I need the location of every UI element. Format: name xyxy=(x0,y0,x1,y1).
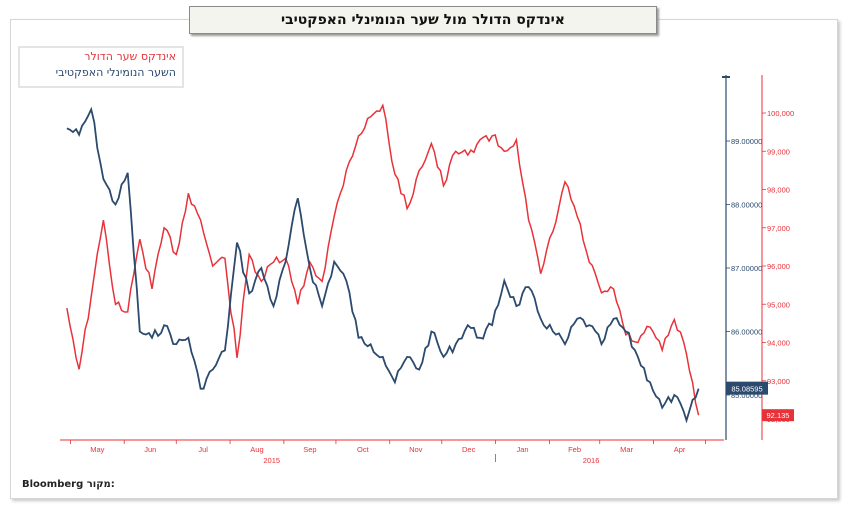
source-name: Bloomberg xyxy=(22,479,84,490)
chart-title-box: אינדקס הדולר מול שער הנומינלי האפקטיבי xyxy=(189,6,657,34)
legend-entry-dollar-index: אינדקס שער הדולר xyxy=(84,50,176,63)
y-left-tick-label: 86.00000 xyxy=(731,328,762,337)
y-right-tick-label: 93,000 xyxy=(767,377,790,386)
last-value-label-effective-rate: 85.08595 xyxy=(731,385,762,394)
x-year-label: 2015 xyxy=(263,456,280,465)
source-label: מקור: xyxy=(86,479,115,490)
x-tick-label: Oct xyxy=(357,445,370,454)
y-left-tick-label: 88.00000 xyxy=(731,201,762,210)
y-right-tick-label: 98,000 xyxy=(767,186,790,195)
chart-frame xyxy=(10,19,838,499)
y-right-tick-label: 100,000 xyxy=(767,109,794,118)
y-right-tick-label: 96,000 xyxy=(767,262,790,271)
last-value-box-effective-rate xyxy=(726,381,768,395)
series-dollar-index-line xyxy=(66,103,700,416)
x-tick-label: Mar xyxy=(620,445,633,454)
y-right-tick-label: 99,000 xyxy=(767,147,790,156)
last-value-label-dollar-index: 92.135 xyxy=(767,411,790,420)
x-tick-label: Aug xyxy=(250,445,263,454)
x-tick-label: Jan xyxy=(516,445,528,454)
x-year-label: 2016 xyxy=(583,456,600,465)
y-left-tick-label: 89.00000 xyxy=(731,137,762,146)
x-tick-label: Apr xyxy=(674,445,686,454)
legend-entry-effective-rate: השער הנומינלי האפקטיבי xyxy=(55,66,176,79)
x-tick-label: Nov xyxy=(409,445,423,454)
source-note: Bloomberg מקור: xyxy=(22,479,115,490)
y-right-tick-label: 97,000 xyxy=(767,224,790,233)
x-tick-label: Jun xyxy=(144,445,156,454)
chart-title: אינדקס הדולר מול שער הנומינלי האפקטיבי xyxy=(281,12,565,28)
y-right-tick-label: 94,000 xyxy=(767,339,790,348)
x-tick-label: Jul xyxy=(198,445,208,454)
x-tick-label: Feb xyxy=(568,445,581,454)
y-left-tick-label: 87.00000 xyxy=(731,264,762,273)
series-effective-rate-line xyxy=(66,106,700,424)
y-right-tick-label: 95,000 xyxy=(767,300,790,309)
x-tick-label: Sep xyxy=(303,445,316,454)
y-left-tick-label: 85.00000 xyxy=(731,391,762,400)
x-tick-label: May xyxy=(90,445,104,454)
last-value-box-dollar-index xyxy=(762,409,794,422)
chart-legend: אינדקס שער הדולר השער הנומינלי האפקטיבי xyxy=(18,46,184,88)
x-tick-label: Dec xyxy=(462,445,476,454)
